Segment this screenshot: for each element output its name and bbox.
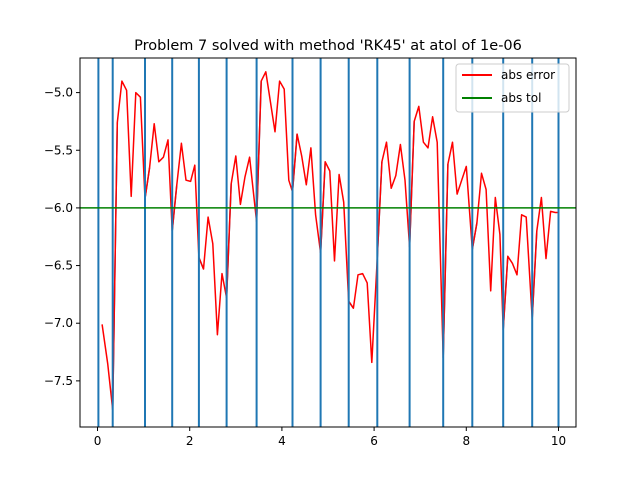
y-tick-label: −6.0 bbox=[44, 201, 73, 215]
y-tick-label: −6.5 bbox=[44, 259, 73, 273]
x-tick-label: 4 bbox=[278, 434, 286, 448]
plot-content bbox=[80, 58, 576, 427]
y-tick-label: −7.5 bbox=[44, 374, 73, 388]
x-tick-label: 0 bbox=[94, 434, 102, 448]
x-tick-label: 2 bbox=[186, 434, 194, 448]
legend: abs error abs tol bbox=[455, 63, 570, 113]
legend-label-abs-error: abs error bbox=[501, 68, 555, 82]
series-abs-error-line bbox=[101, 71, 559, 411]
axes: 0 2 4 6 8 10 −7.5 −7.0 −6.5 −6.0 −5.5 −5.0 bbox=[44, 57, 577, 448]
axes-frame bbox=[79, 57, 577, 428]
plot-area bbox=[80, 58, 576, 427]
x-tick-label: 10 bbox=[551, 434, 566, 448]
legend-label-abs-tol: abs tol bbox=[501, 91, 541, 105]
x-tick-label: 6 bbox=[370, 434, 378, 448]
chart-title: Problem 7 solved with method 'RK45' at a… bbox=[134, 38, 522, 54]
y-tick-label: −7.0 bbox=[44, 316, 73, 330]
x-tick-label: 8 bbox=[462, 434, 470, 448]
y-tick-label: −5.0 bbox=[44, 86, 73, 100]
y-tick-label: −5.5 bbox=[44, 143, 73, 157]
